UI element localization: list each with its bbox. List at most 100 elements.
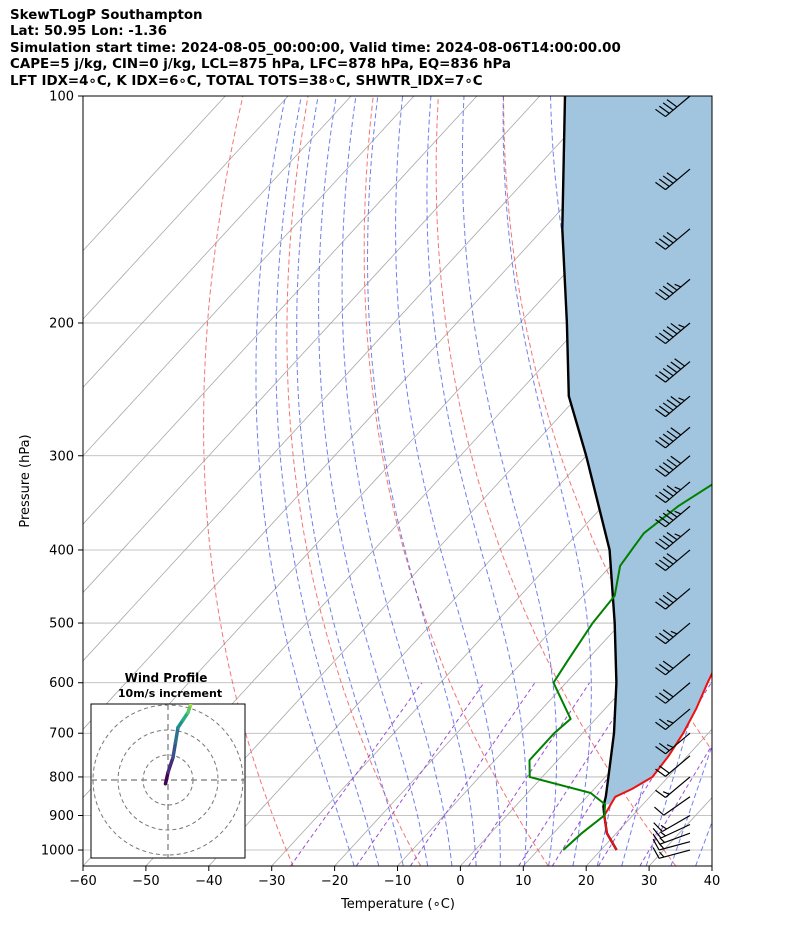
wind-barb-feather	[658, 663, 670, 673]
y-tick-label: 200	[49, 316, 74, 331]
wind-barb-feather	[662, 791, 670, 795]
x-tick-label: 0	[456, 874, 464, 889]
isotherm	[83, 96, 352, 389]
wind-barb-feather	[659, 831, 666, 837]
moist-adiabat	[502, 96, 592, 866]
wind-barb	[654, 796, 691, 816]
wind-barb	[655, 732, 691, 755]
wind-barb	[655, 228, 691, 250]
wind-barb-feather	[655, 695, 666, 704]
wind-barb-staff	[665, 528, 691, 550]
wind-barb-feather	[670, 322, 682, 332]
wind-barb-feather	[666, 399, 678, 408]
wind-barb-staff	[665, 168, 691, 191]
isotherm	[460, 591, 712, 866]
wind-barb-feather	[666, 485, 678, 494]
wind-barb	[655, 455, 691, 477]
isotherm	[271, 386, 712, 866]
wind-barb-feather	[666, 99, 678, 108]
wind-barb-feather	[658, 405, 670, 414]
dewpoint-profile-line	[528, 483, 712, 851]
wind-barb	[655, 549, 691, 572]
wind-barb-staff	[661, 815, 691, 833]
wind-barb-feather	[678, 397, 685, 402]
data-layer	[528, 96, 712, 851]
wind-barb-staff	[665, 682, 691, 704]
y-tick-label: 900	[49, 809, 74, 824]
y-axis-label: Pressure (hPa)	[18, 434, 33, 527]
wind-barb	[652, 832, 691, 845]
mixing-ratio-line	[355, 682, 485, 866]
x-tick-label: −60	[69, 874, 96, 889]
wind-barb-feather	[655, 601, 666, 610]
wind-barb-feather	[674, 283, 682, 288]
moist-adiabat	[366, 96, 477, 866]
title-times: Simulation start time: 2024-08-05_00:00:…	[10, 40, 621, 56]
wind-barb-feather	[659, 851, 665, 858]
y-tick-label: 700	[49, 727, 74, 742]
dry-adiabat	[203, 96, 294, 866]
wind-barb-feather	[655, 667, 666, 676]
wind-barb-feather	[655, 789, 666, 799]
y-tick-label: 500	[49, 617, 74, 632]
wind-barb-feather	[670, 427, 682, 436]
isotherm	[83, 96, 226, 252]
moist-adiabat	[426, 96, 528, 866]
title-indices: LFT IDX=4∘C, K IDX=6∘C, TOTAL TOTS=38∘C,…	[10, 73, 483, 89]
wind-barb-feather	[666, 553, 678, 562]
wind-barb-feather	[662, 367, 674, 377]
wind-barb-staff	[665, 481, 691, 504]
wind-barb-feather	[658, 692, 670, 701]
wind-barb-feather	[655, 746, 666, 755]
wind-barb-feather	[666, 282, 678, 291]
dry-adiabat	[435, 96, 677, 866]
axes: −60 −50 −40 −30 −20 −10 0 10 20 30 40 100 200 300 400 5…	[41, 90, 720, 890]
wind-barb-feather	[662, 556, 674, 565]
x-tick-label: 10	[515, 874, 532, 889]
wind-barb-feather	[666, 532, 678, 541]
wind-barb-staff	[665, 755, 691, 777]
wind-barb	[655, 168, 691, 191]
wind-barb-feather	[666, 364, 678, 373]
wind-barb-feather	[670, 630, 678, 635]
wind-barb-feather	[662, 660, 674, 669]
wind-barb-feather	[655, 181, 666, 191]
y-tick-label: 800	[49, 770, 74, 785]
x-tick-label: 20	[578, 874, 595, 889]
wind-barb-feather	[658, 238, 670, 247]
moist-adiabat	[296, 96, 404, 866]
x-axis-label: Temperature (∘C)	[340, 897, 455, 912]
wind-barb-feather	[674, 533, 682, 538]
wind-barb-staff	[665, 361, 691, 383]
wind-barb-staff	[665, 588, 691, 610]
wind-barb-feather	[666, 509, 678, 518]
wind-barb-feather	[666, 458, 678, 468]
wind-barb-feather	[662, 535, 674, 544]
moist-adiabat	[645, 96, 712, 866]
title-cape-info: CAPE=5 j/kg, CIN=0 j/kg, LCL=875 hPa, LF…	[10, 57, 512, 73]
wind-barb-feather	[658, 742, 670, 752]
dry-adiabat	[363, 96, 549, 866]
x-tick-label: 40	[704, 874, 721, 889]
isotherm	[83, 96, 541, 594]
wind-barb-feather	[659, 837, 666, 843]
wind-barb-feather	[655, 374, 666, 383]
wind-barb	[655, 395, 691, 418]
wind-barb-feather	[660, 824, 667, 830]
wind-barb-staff	[660, 823, 691, 839]
isotherm	[83, 96, 603, 662]
wind-barb-feather	[653, 822, 663, 832]
wind-barb-staff	[665, 228, 691, 250]
wind-barb-staff	[665, 622, 691, 645]
wind-barb	[655, 653, 691, 676]
wind-barb	[652, 838, 691, 851]
wind-barb-feather	[655, 519, 666, 528]
moist-adiabat	[318, 96, 429, 866]
wind-barb-feather	[662, 462, 674, 471]
wind-barb-feather	[662, 512, 674, 521]
mixing-ratio-line	[468, 682, 591, 866]
wind-barb-feather	[670, 396, 682, 405]
dry-adiabat	[698, 96, 712, 163]
wind-barb-feather	[658, 491, 670, 500]
y-tick-label: 600	[49, 676, 74, 691]
